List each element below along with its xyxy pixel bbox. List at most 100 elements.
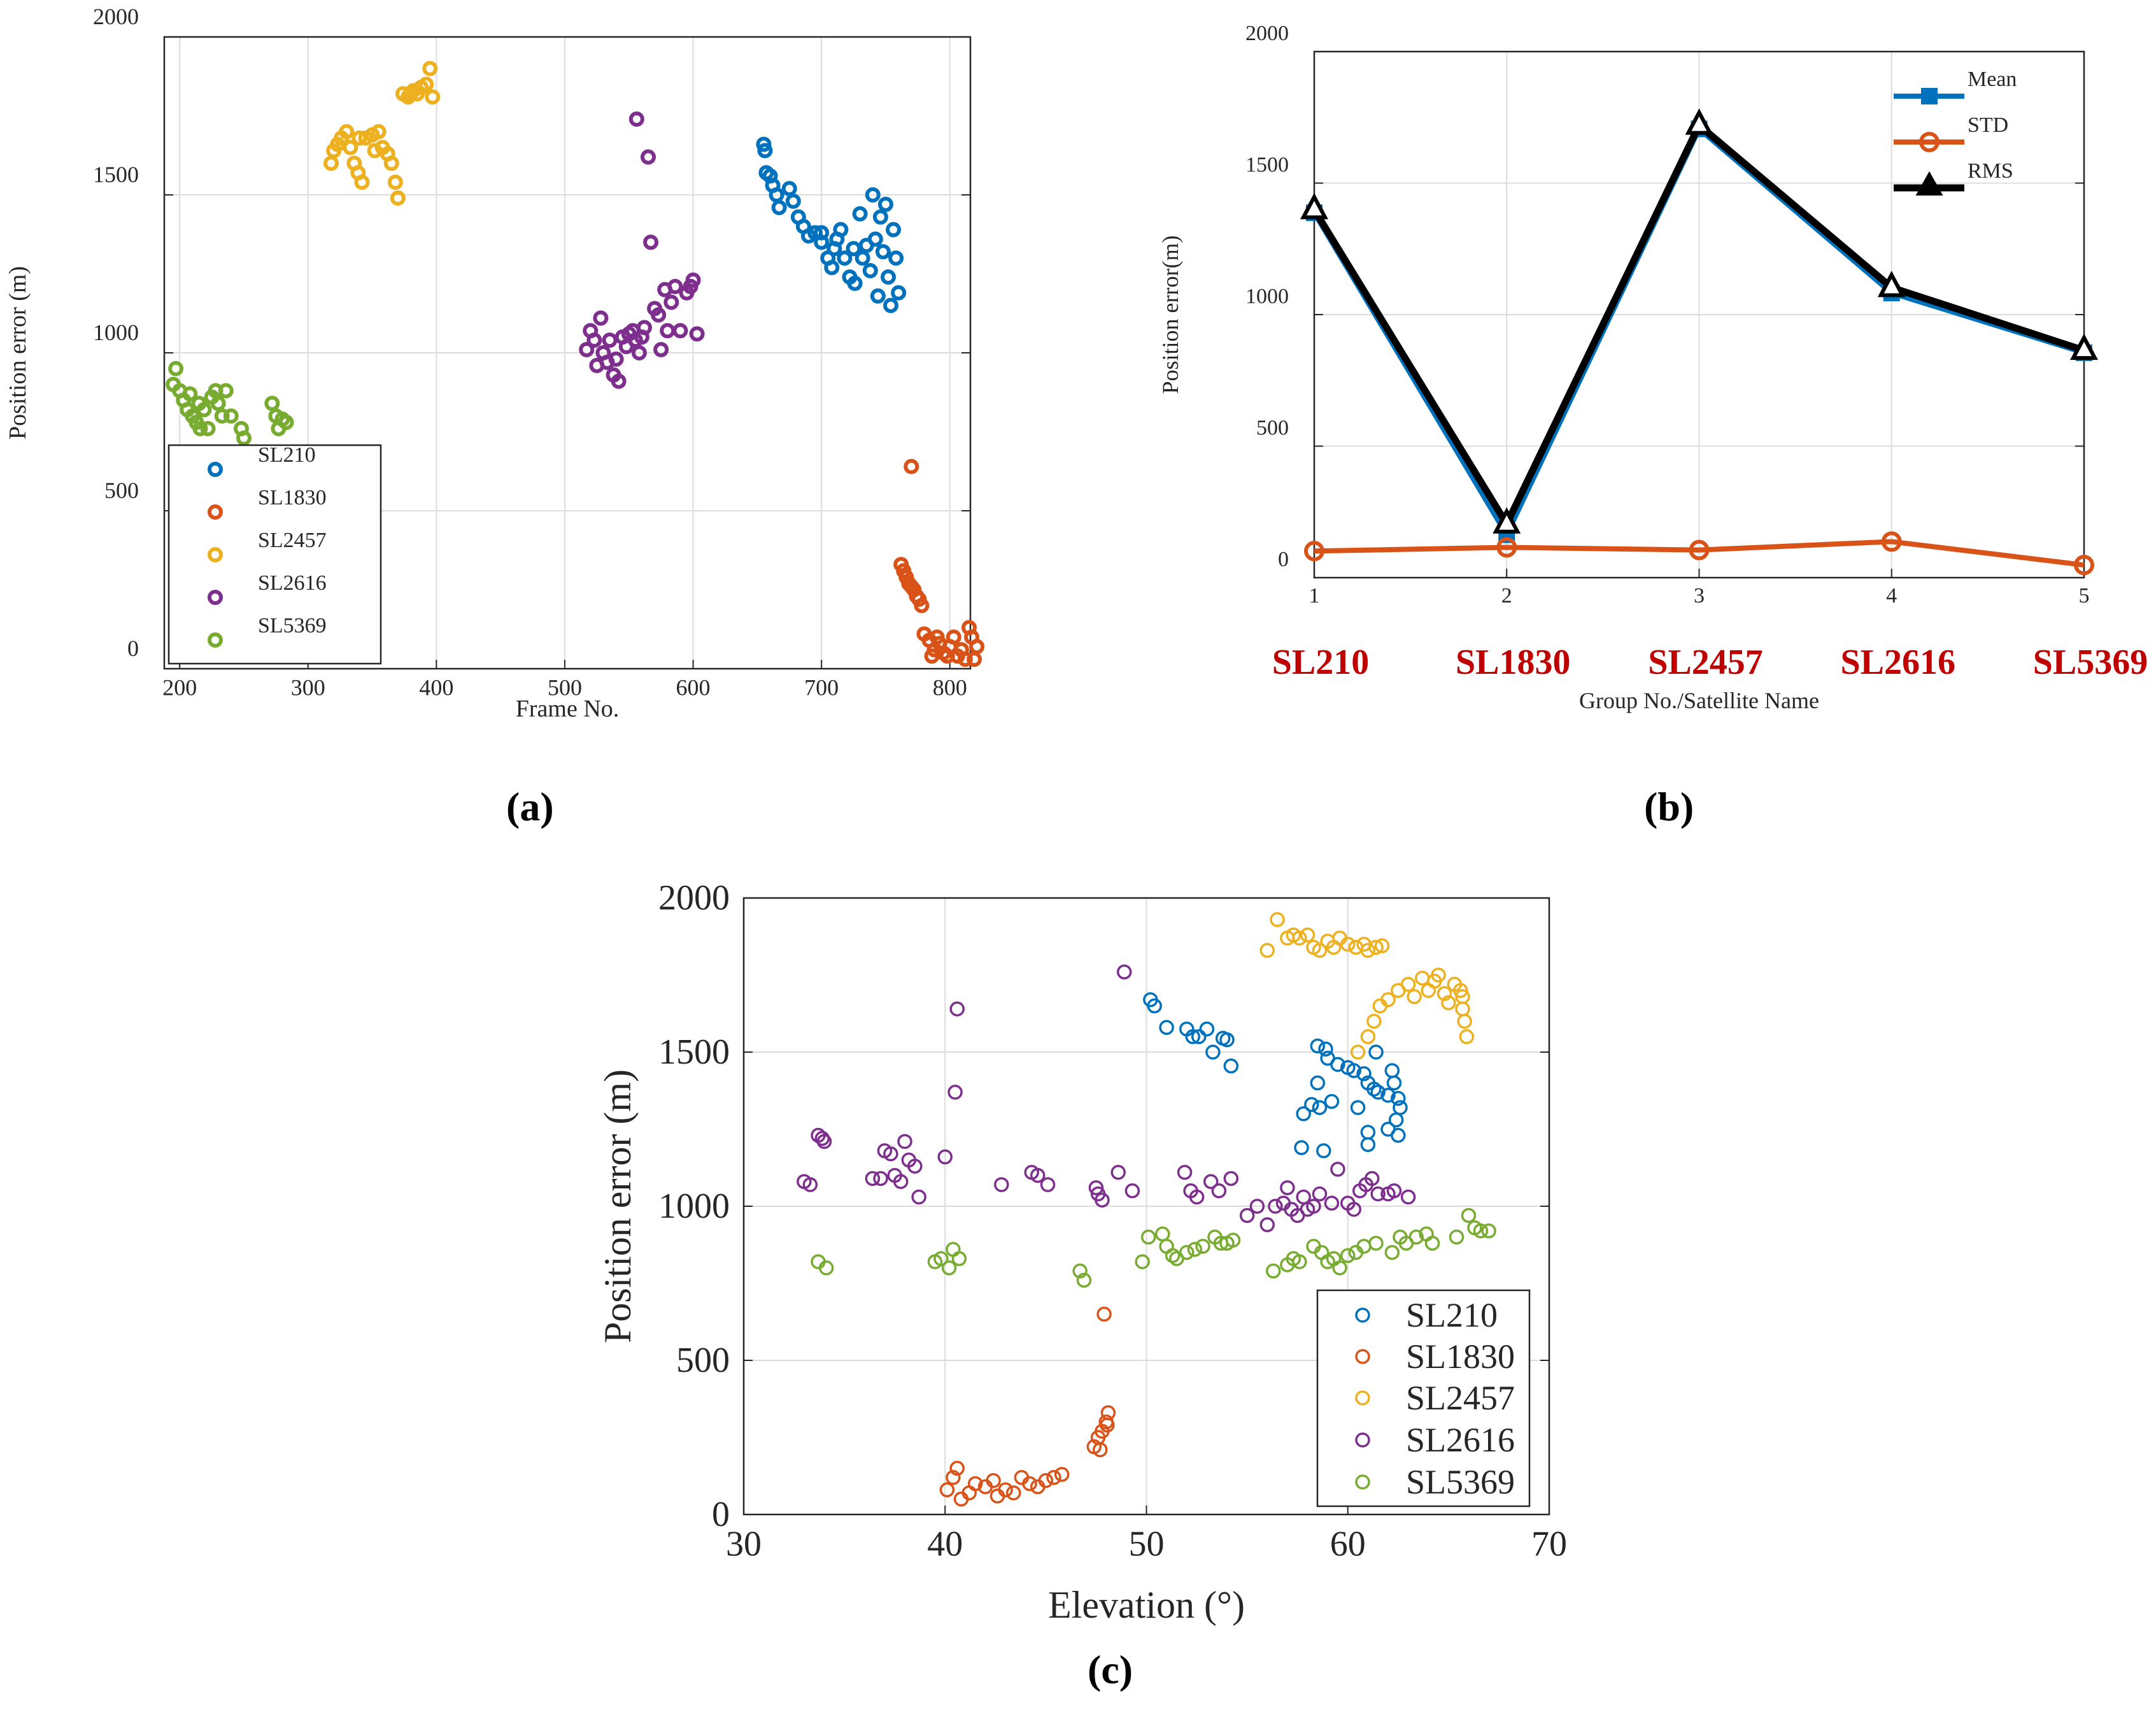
data-point [1391, 1090, 1406, 1106]
data-point [1223, 1058, 1239, 1074]
y-tick-label: 0 [127, 636, 139, 661]
data-point [387, 175, 403, 190]
data-point [425, 89, 441, 105]
data-point [1393, 1229, 1408, 1245]
data-point [1364, 1171, 1380, 1186]
series-SL5369 [811, 1208, 1496, 1288]
data-point [877, 196, 893, 212]
x-tick-label: 700 [804, 674, 839, 700]
data-point [1096, 1306, 1112, 1322]
data-point [1441, 995, 1456, 1011]
data-point [191, 395, 207, 411]
data-point [1461, 1208, 1477, 1223]
data-point [875, 244, 891, 260]
data-point [651, 307, 667, 323]
data-point [929, 629, 945, 645]
data-point [847, 275, 863, 291]
data-point [200, 421, 216, 437]
series-SL210 [756, 136, 907, 313]
data-point [351, 130, 367, 146]
data-point [689, 326, 705, 342]
data-point [1346, 1202, 1361, 1217]
panel-label-c: (c) [1088, 1647, 1133, 1692]
data-point [608, 351, 624, 367]
data-point [1249, 1199, 1265, 1214]
data-point [1300, 192, 1328, 220]
data-point [1388, 1112, 1404, 1128]
y-tick-label: 500 [1256, 417, 1289, 440]
legend-marker [1355, 1307, 1370, 1323]
x-tick-label: 2 [1501, 584, 1512, 608]
data-point [818, 1260, 834, 1276]
data-point [611, 373, 627, 389]
data-point [907, 1158, 923, 1174]
x-axis-label: Frame No. [516, 695, 620, 722]
data-point [893, 1174, 909, 1190]
data-point [1072, 1263, 1088, 1279]
data-point [846, 241, 862, 257]
data-point [1431, 967, 1446, 983]
data-point [911, 1189, 926, 1205]
category-label: SL2616 [1841, 643, 1956, 682]
data-point [667, 278, 683, 294]
data-point [593, 310, 609, 326]
data-point [1179, 1244, 1195, 1260]
data-point [888, 250, 904, 266]
data-point [422, 61, 438, 76]
series-SL1830 [893, 459, 985, 667]
x-tick-label: 5 [2079, 584, 2090, 608]
data-point [390, 190, 406, 206]
legend-label: SL210 [1406, 1296, 1498, 1334]
data-point [643, 234, 659, 250]
data-point [1453, 983, 1468, 998]
data-point [1350, 1044, 1366, 1060]
data-point [855, 250, 870, 266]
data-point [1386, 1183, 1402, 1199]
legend-marker [1919, 132, 1940, 152]
data-point [1124, 1183, 1140, 1199]
data-point [1408, 1229, 1424, 1245]
data-point [1312, 1100, 1328, 1115]
series-STD [1304, 531, 2094, 576]
data-point [579, 342, 595, 358]
data-point [870, 288, 886, 304]
data-point [897, 1134, 912, 1150]
legend-label: SL2616 [1406, 1421, 1515, 1459]
data-point [1424, 1236, 1440, 1251]
data-point [1436, 986, 1452, 1001]
legend-marker [1355, 1474, 1370, 1490]
y-tick-label: 1500 [93, 162, 139, 187]
data-point [957, 652, 973, 667]
data-point [872, 209, 888, 225]
data-point [236, 430, 252, 446]
legend-label: SL5369 [258, 614, 327, 638]
data-point [937, 1149, 953, 1165]
data-point [865, 187, 881, 203]
legend-marker [1355, 1432, 1370, 1448]
data-point [1370, 1085, 1386, 1100]
data-point [947, 1085, 963, 1100]
data-point [969, 639, 985, 655]
data-point [939, 1482, 955, 1498]
y-tick-label: 1500 [1245, 153, 1289, 177]
legend-label: SL2616 [258, 571, 327, 595]
data-point [826, 241, 842, 257]
data-point [756, 136, 772, 152]
data-point [1380, 1088, 1396, 1103]
data-point [1304, 1097, 1319, 1113]
data-point [1374, 938, 1390, 953]
y-tick-label: 0 [712, 1495, 730, 1534]
data-point [1203, 1174, 1219, 1190]
data-point [1088, 1180, 1104, 1195]
legend-marker [1355, 1349, 1370, 1364]
data-point [883, 297, 899, 313]
legend: Mean STD RMS [1894, 68, 2017, 196]
legend-marker [208, 590, 223, 605]
data-point [1022, 1476, 1037, 1492]
data-point [967, 1476, 983, 1492]
data-point [994, 1177, 1009, 1192]
data-point [802, 1177, 818, 1192]
data-point [933, 1251, 949, 1267]
data-point [1340, 936, 1356, 952]
data-point [1095, 1192, 1110, 1208]
